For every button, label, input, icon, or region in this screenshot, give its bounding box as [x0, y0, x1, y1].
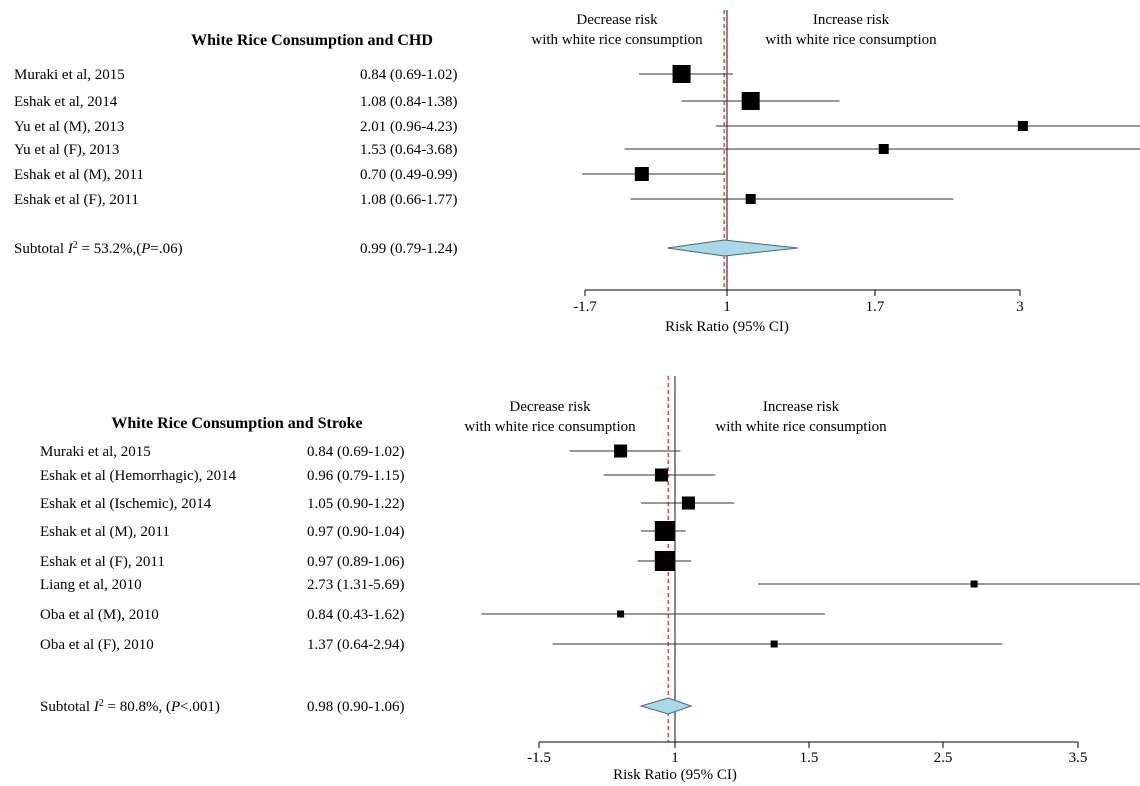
study-label: Liang et al, 2010 — [40, 577, 142, 593]
x-tick-label: 1.5 — [800, 750, 819, 766]
study-label: Eshak et al (M), 2011 — [14, 167, 144, 183]
x-tick-label: 3.5 — [1069, 750, 1088, 766]
study-ci-text: 1.08 (0.66-1.77) — [360, 192, 458, 208]
subtotal-label-part: Subtotal — [40, 699, 94, 715]
study-point-estimate — [745, 194, 756, 204]
study-point-estimate — [970, 580, 978, 588]
subtotal-label-part: = 53.2%,( — [78, 241, 141, 257]
study-ci-text: 1.08 (0.84-1.38) — [360, 94, 458, 110]
subtotal-label-part: P — [170, 699, 180, 715]
subtotal-label-part: 2 — [73, 240, 78, 251]
study-label: Yu et al (M), 2013 — [14, 119, 124, 135]
x-tick-label: 1 — [723, 299, 731, 315]
x-tick-label: -1.5 — [527, 750, 551, 766]
subtotal-label-part: <.001) — [180, 699, 220, 715]
subtotal-label-part: = 80.8%, ( — [104, 699, 171, 715]
subtotal-label-part: I — [93, 699, 100, 715]
study-point-estimate — [1017, 121, 1028, 131]
study-point-estimate — [741, 92, 760, 110]
subtotal-label-part: =.06) — [150, 241, 182, 257]
study-point-estimate — [654, 468, 668, 482]
subtotal-label-part: Subtotal — [14, 241, 68, 257]
subtotal-label-part: 2 — [99, 698, 104, 709]
annotation-increase-risk: Increase risk — [763, 399, 840, 415]
study-label: Eshak et al (Hemorrhagic), 2014 — [40, 468, 237, 484]
annotation-decrease-risk: Decrease risk — [509, 399, 591, 415]
subtotal-ci-text: 0.98 (0.90-1.06) — [307, 699, 405, 715]
subtotal-diamond — [667, 239, 799, 257]
study-point-estimate — [654, 521, 675, 541]
study-ci-text: 0.84 (0.69-1.02) — [307, 444, 405, 460]
study-label: Oba et al (M), 2010 — [40, 607, 159, 623]
study-label: Eshak et al (F), 2011 — [14, 192, 139, 208]
annotation-decrease-risk-sub: with white rice consumption — [531, 32, 703, 48]
study-point-estimate — [634, 167, 649, 181]
study-point-estimate — [878, 144, 889, 154]
study-ci-text: 0.70 (0.49-0.99) — [360, 167, 458, 183]
study-ci-text: 1.53 (0.64-3.68) — [360, 142, 458, 158]
study-label: Muraki et al, 2015 — [14, 67, 125, 83]
chart-title: White Rice Consumption and CHD — [191, 32, 433, 49]
x-tick-label: 1 — [671, 750, 679, 766]
study-label: Yu et al (F), 2013 — [14, 142, 119, 158]
study-point-estimate — [617, 610, 625, 618]
x-tick-label: -1.7 — [573, 299, 597, 315]
study-ci-text: 2.01 (0.96-4.23) — [360, 119, 458, 135]
x-axis-label: Risk Ratio (95% CI) — [613, 767, 737, 783]
annotation-decrease-risk-sub: with white rice consumption — [464, 419, 636, 435]
study-point-estimate — [654, 551, 675, 571]
study-label: Eshak et al (Ischemic), 2014 — [40, 496, 212, 512]
study-point-estimate — [614, 444, 628, 458]
subtotal-label-part: I — [67, 241, 74, 257]
x-axis-label: Risk Ratio (95% CI) — [665, 319, 789, 335]
subtotal-label: Subtotal I2 = 53.2%,(P=.06) — [14, 240, 183, 258]
study-label: Eshak et al, 2014 — [14, 94, 118, 110]
annotation-increase-risk-sub: with white rice consumption — [715, 419, 887, 435]
study-label: Oba et al (F), 2010 — [40, 637, 154, 653]
study-label: Eshak et al (M), 2011 — [40, 524, 170, 540]
x-tick-label: 1.7 — [866, 299, 885, 315]
study-point-estimate — [681, 496, 695, 510]
subtotal-label: Subtotal I2 = 80.8%, (P<.001) — [40, 698, 220, 716]
subtotal-label-part: P — [140, 241, 150, 257]
study-label: Muraki et al, 2015 — [40, 444, 151, 460]
x-tick-label: 3 — [1016, 299, 1024, 315]
study-ci-text: 2.73 (1.31-5.69) — [307, 577, 405, 593]
annotation-decrease-risk: Decrease risk — [576, 12, 658, 28]
subtotal-diamond — [639, 697, 693, 715]
study-ci-text: 1.37 (0.64-2.94) — [307, 637, 405, 653]
study-point-estimate — [770, 640, 778, 648]
subtotal-ci-text: 0.99 (0.79-1.24) — [360, 241, 458, 257]
study-ci-text: 0.84 (0.43-1.62) — [307, 607, 405, 623]
chart-title: White Rice Consumption and Stroke — [111, 415, 362, 432]
study-ci-text: 0.97 (0.90-1.04) — [307, 524, 405, 540]
study-ci-text: 0.84 (0.69-1.02) — [360, 67, 458, 83]
x-tick-label: 2.5 — [934, 750, 953, 766]
annotation-increase-risk: Increase risk — [813, 12, 890, 28]
study-point-estimate — [672, 65, 691, 83]
study-ci-text: 0.97 (0.89-1.06) — [307, 554, 405, 570]
annotation-increase-risk-sub: with white rice consumption — [765, 32, 937, 48]
study-ci-text: 1.05 (0.90-1.22) — [307, 496, 405, 512]
study-label: Eshak et al (F), 2011 — [40, 554, 165, 570]
study-ci-text: 0.96 (0.79-1.15) — [307, 468, 405, 484]
